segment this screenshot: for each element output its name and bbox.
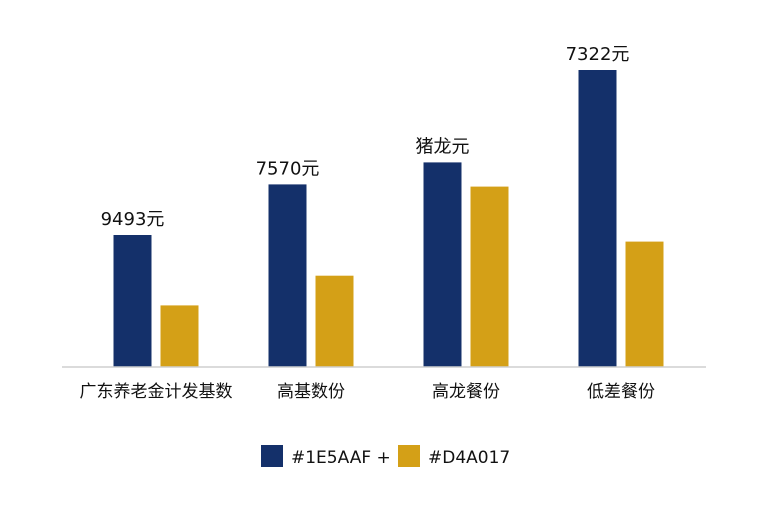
bar-series-2-cat-4: [625, 241, 664, 367]
bar-series-1-cat-3: [423, 162, 462, 367]
category-label-1: 广东养老金计发基数: [80, 382, 233, 402]
data-label-cat-4: 7322元: [566, 44, 630, 65]
data-label-cat-1: 9493元: [101, 209, 165, 230]
category-label-2: 高基数份: [277, 382, 345, 402]
category-label-3: 高龙餐份: [432, 382, 500, 402]
data-label-cat-3: 猪龙元: [416, 136, 470, 157]
bar-series-2-cat-3: [470, 186, 509, 367]
data-label-cat-2: 7570元: [256, 158, 320, 179]
category-label-4: 低差餐份: [587, 382, 655, 402]
legend-swatch-series-2: [398, 445, 420, 467]
legend-swatch-series-1: [261, 445, 283, 467]
bar-series-1-cat-1: [113, 235, 152, 367]
bar-series-1-cat-4: [578, 70, 617, 367]
bar-series-1-cat-2: [268, 184, 307, 367]
legend-label-series-2: #D4A017: [428, 448, 510, 468]
bar-series-2-cat-2: [315, 275, 354, 367]
legend: #1E5AAF + #D4A017: [261, 445, 510, 468]
bar-series-2-cat-1: [160, 305, 199, 367]
legend-label-series-1: #1E5AAF +: [291, 448, 391, 468]
bars-layer: [113, 70, 664, 367]
